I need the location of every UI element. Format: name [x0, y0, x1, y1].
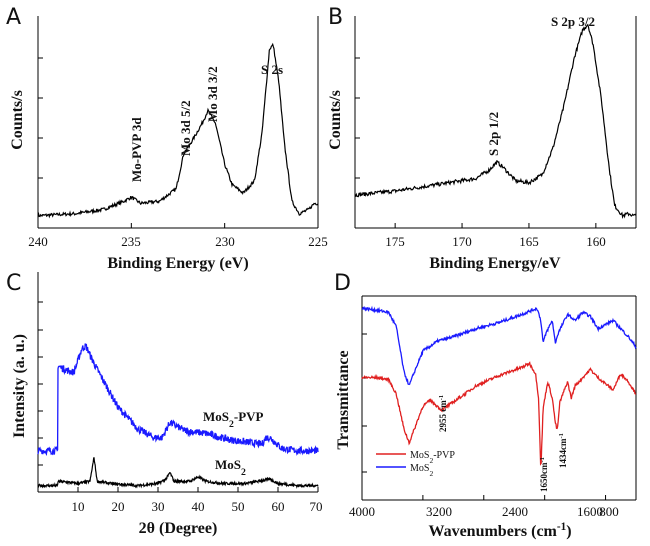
- panel-label-a: A: [6, 5, 21, 30]
- panel-d: 4000 3200 2400 1600 800 Wavenumbers (cm-…: [335, 295, 637, 540]
- panel-c-x-axis-title: 2θ (Degree): [139, 520, 218, 537]
- annotation-mo-pvp-3d: Mo-PVP 3d: [129, 117, 144, 182]
- panel-d-x-ticks: [361, 495, 607, 500]
- panel-b-y-axis-title: Counts/s: [327, 90, 344, 150]
- label-mos2-pvp: MoS2-PVP: [203, 409, 264, 430]
- panel-d-x-tick-label: 2400: [502, 504, 528, 519]
- panel-c-x-tick-label: 10: [72, 499, 85, 514]
- panel-c-x-tick-label: 60: [272, 499, 285, 514]
- panel-b-x-ticks: [394, 223, 597, 228]
- panel-d-line-mos2-pvp: [361, 361, 637, 466]
- panel-label-b: B: [328, 5, 343, 30]
- legend-label-mos2: MoS2: [410, 463, 433, 478]
- panel-c-line-mos2-pvp: [37, 343, 319, 457]
- panel-a-x-axis-title: Binding Energy (eV): [107, 255, 248, 272]
- panel-label-d: D: [334, 271, 351, 296]
- panel-d-x-tick-label: 800: [599, 504, 619, 519]
- panel-b-x-axis-title: Binding Energy/eV: [429, 255, 561, 272]
- panel-a-y-axis-title: Counts/s: [9, 90, 26, 150]
- annotation-s-2p-1-2: S 2p 1/2: [486, 112, 501, 156]
- panel-d-x-tick-label: 1600: [577, 504, 603, 519]
- panel-d-x-tick-label: 3200: [426, 504, 452, 519]
- panel-a-x-ticks: [37, 223, 319, 228]
- annotation-mo-3d-5-2: Mo 3d 5/2: [178, 100, 193, 156]
- panel-a-x-tick-label: 235: [121, 234, 141, 249]
- panel-c-y-ticks: [38, 301, 43, 466]
- panel-c-x-tick-label: 40: [192, 499, 205, 514]
- annotation-1434: 1434cm-1: [558, 433, 569, 468]
- annotation-mo-3d-3-2: Mo 3d 3/2: [205, 66, 220, 122]
- legend-label-mos2-pvp: MoS2-PVP: [410, 450, 455, 465]
- panel-c-x-tick-label: 20: [112, 499, 125, 514]
- label-mos2: MoS2: [215, 457, 246, 478]
- annotation-1650: 1650cm-1: [539, 457, 550, 492]
- annotation-2955: 2955 cm-1: [438, 395, 449, 432]
- panel-c-x-ticks: [77, 487, 319, 492]
- panel-c-x-tick-label: 30: [152, 499, 165, 514]
- panel-a-x-tick-label: 230: [215, 234, 235, 249]
- panel-d-y-axis-title: Transmittance: [335, 350, 352, 449]
- panel-a-line: [37, 42, 319, 219]
- panel-d-x-tick-label: 4000: [349, 504, 375, 519]
- annotation-s-2s: S 2s: [261, 62, 283, 77]
- panel-d-legend: MoS2-PVP MoS2: [376, 450, 455, 478]
- panel-b-x-tick-label: 165: [519, 234, 539, 249]
- panel-c-x-tick-label: 70: [310, 499, 323, 514]
- panel-a-y-ticks: [38, 57, 43, 179]
- panel-c-x-tick-label: 50: [232, 499, 245, 514]
- panel-b-x-tick-label: 160: [586, 234, 606, 249]
- panel-a-x-tick-label: 240: [28, 234, 48, 249]
- panel-c-line-mos2: [37, 457, 319, 489]
- panel-b-line: [354, 23, 637, 220]
- panel-a: 240 235 230 225 Binding Energy (eV) Coun…: [9, 16, 328, 272]
- panel-label-c: C: [6, 271, 21, 296]
- panel-b-x-tick-label: 175: [385, 234, 405, 249]
- annotation-s-2p-3-2: S 2p 3/2: [551, 14, 595, 29]
- panel-c: 10 20 30 40 50 60 70 2θ (Degree) Intensi…: [11, 272, 323, 537]
- panel-b-y-ticks: [355, 57, 360, 179]
- panel-c-y-axis-title: Intensity (a. u.): [11, 334, 28, 438]
- panel-d-line-mos2: [361, 305, 637, 386]
- panel-b-x-tick-label: 170: [452, 234, 472, 249]
- panel-b: 175 170 165 160 Binding Energy/eV Counts…: [327, 14, 637, 272]
- panel-a-x-tick-label: 225: [308, 234, 328, 249]
- panel-d-x-axis-title: Wavenumbers (cm-1): [428, 521, 571, 540]
